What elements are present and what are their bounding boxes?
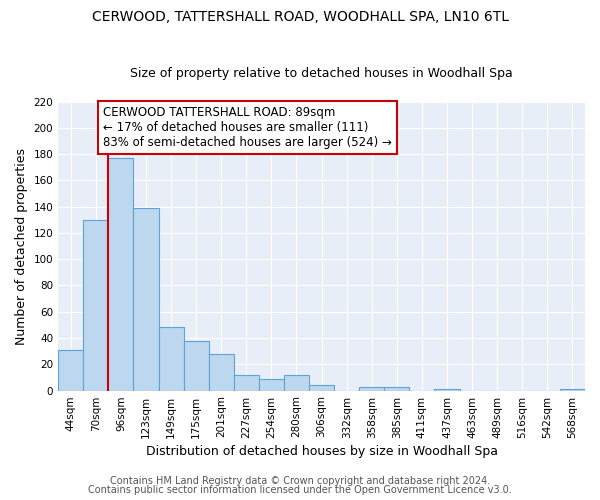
Bar bbox=[209, 354, 234, 391]
Bar bbox=[234, 375, 259, 390]
Bar bbox=[83, 220, 109, 390]
Text: CERWOOD TATTERSHALL ROAD: 89sqm
← 17% of detached houses are smaller (111)
83% o: CERWOOD TATTERSHALL ROAD: 89sqm ← 17% of… bbox=[103, 106, 392, 149]
Bar bbox=[109, 158, 133, 390]
Text: Contains public sector information licensed under the Open Government Licence v3: Contains public sector information licen… bbox=[88, 485, 512, 495]
Y-axis label: Number of detached properties: Number of detached properties bbox=[15, 148, 28, 344]
Bar bbox=[184, 340, 209, 390]
Title: Size of property relative to detached houses in Woodhall Spa: Size of property relative to detached ho… bbox=[130, 66, 513, 80]
Bar bbox=[385, 386, 409, 390]
Bar bbox=[259, 378, 284, 390]
Text: CERWOOD, TATTERSHALL ROAD, WOODHALL SPA, LN10 6TL: CERWOOD, TATTERSHALL ROAD, WOODHALL SPA,… bbox=[91, 10, 509, 24]
Bar bbox=[284, 375, 309, 390]
Bar bbox=[158, 328, 184, 390]
X-axis label: Distribution of detached houses by size in Woodhall Spa: Distribution of detached houses by size … bbox=[146, 444, 497, 458]
Bar bbox=[58, 350, 83, 391]
Bar bbox=[133, 208, 158, 390]
Bar bbox=[359, 386, 385, 390]
Text: Contains HM Land Registry data © Crown copyright and database right 2024.: Contains HM Land Registry data © Crown c… bbox=[110, 476, 490, 486]
Bar bbox=[309, 386, 334, 390]
